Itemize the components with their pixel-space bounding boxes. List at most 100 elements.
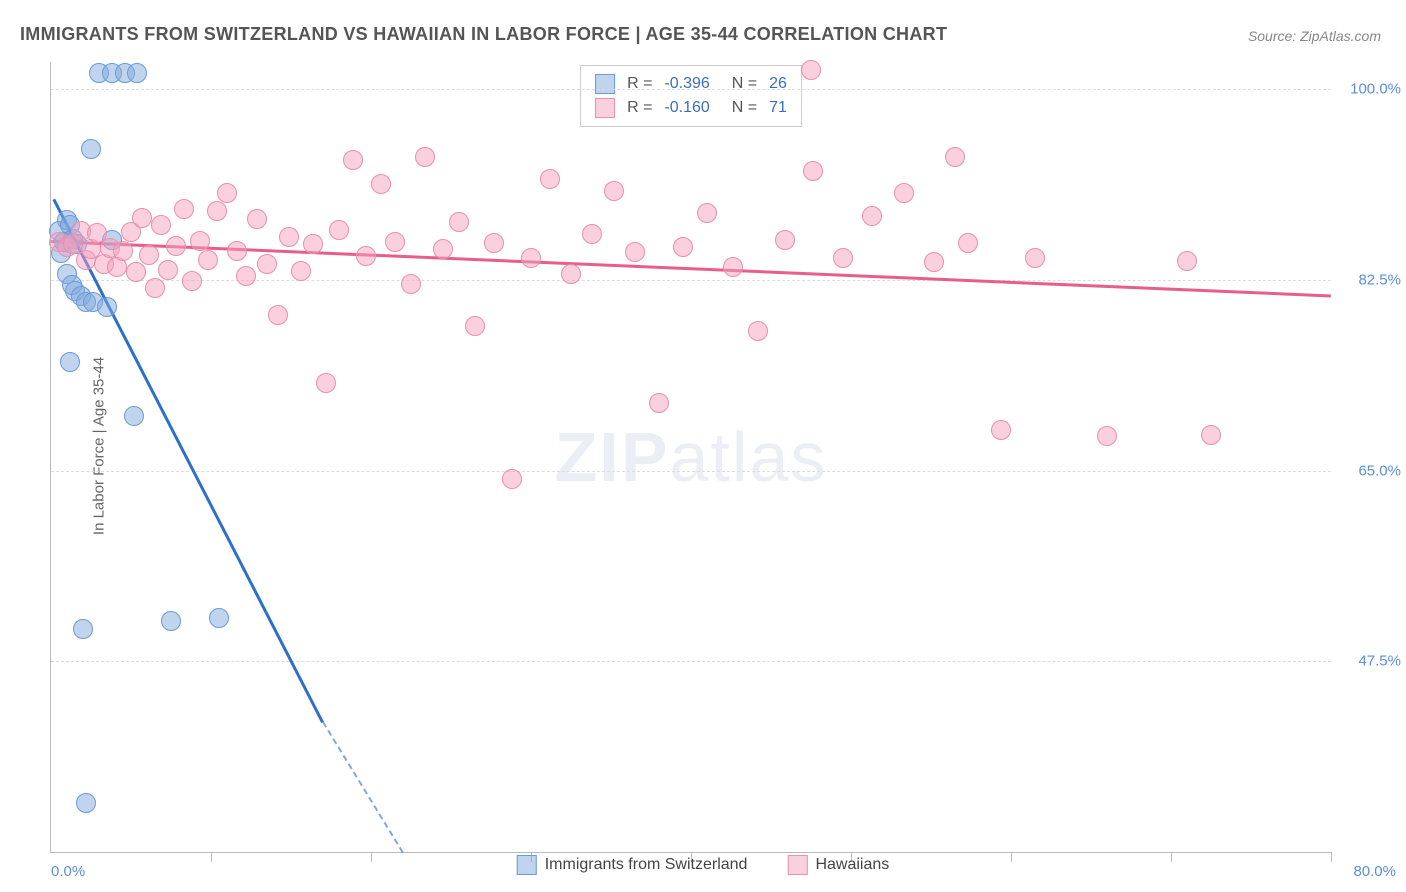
data-point	[371, 174, 391, 194]
swatch-blue	[595, 74, 615, 94]
gridline-h	[51, 661, 1331, 662]
data-point	[465, 316, 485, 336]
legend-label-hawaiian: Hawaiians	[815, 856, 889, 874]
data-point	[303, 234, 323, 254]
data-point	[158, 260, 178, 280]
data-point	[124, 406, 144, 426]
legend-item-hawaiian: Hawaiians	[787, 855, 889, 875]
y-tick-label: 47.5%	[1358, 653, 1401, 670]
data-point	[1097, 426, 1117, 446]
data-point	[139, 245, 159, 265]
data-point	[182, 271, 202, 291]
plot-area: ZIPatlas R = -0.396 N = 26 R = -0.160 N …	[50, 62, 1331, 853]
gridline-h	[51, 471, 1331, 472]
watermark-zip: ZIP	[555, 418, 670, 496]
data-point	[166, 236, 186, 256]
data-point	[958, 233, 978, 253]
data-point	[227, 241, 247, 261]
data-point	[945, 147, 965, 167]
data-point	[604, 181, 624, 201]
data-point	[126, 262, 146, 282]
data-point	[401, 274, 421, 294]
data-point	[1177, 251, 1197, 271]
data-point	[991, 420, 1011, 440]
x-tick	[1171, 852, 1172, 862]
swatch-blue	[517, 855, 537, 875]
swatch-pink	[787, 855, 807, 875]
data-point	[151, 215, 171, 235]
n-label: N =	[732, 96, 757, 120]
data-point	[127, 63, 147, 83]
data-point	[190, 231, 210, 251]
data-point	[894, 183, 914, 203]
source-text: Source: ZipAtlas.com	[1248, 28, 1381, 44]
r-value-2: -0.160	[664, 96, 709, 120]
n-label: N =	[732, 72, 757, 96]
series-legend: Immigrants from Switzerland Hawaiians	[517, 855, 890, 875]
y-tick-label: 100.0%	[1350, 81, 1401, 98]
data-point	[1025, 248, 1045, 268]
watermark: ZIPatlas	[555, 417, 828, 497]
correlation-legend: R = -0.396 N = 26 R = -0.160 N = 71	[580, 65, 802, 127]
swatch-pink	[595, 98, 615, 118]
data-point	[329, 220, 349, 240]
data-point	[145, 278, 165, 298]
data-point	[343, 150, 363, 170]
data-point	[924, 252, 944, 272]
data-point	[247, 209, 267, 229]
data-point	[209, 608, 229, 628]
data-point	[673, 237, 693, 257]
data-point	[113, 241, 133, 261]
data-point	[97, 297, 117, 317]
data-point	[73, 619, 93, 639]
chart-title: IMMIGRANTS FROM SWITZERLAND VS HAWAIIAN …	[20, 24, 947, 45]
r-label: R =	[627, 96, 652, 120]
data-point	[236, 266, 256, 286]
data-point	[484, 233, 504, 253]
y-tick-label: 82.5%	[1358, 271, 1401, 288]
correlation-row-1: R = -0.396 N = 26	[595, 72, 787, 96]
data-point	[862, 206, 882, 226]
legend-label-swiss: Immigrants from Switzerland	[545, 856, 748, 874]
legend-item-swiss: Immigrants from Switzerland	[517, 855, 748, 875]
data-point	[582, 224, 602, 244]
trend-line-extension	[322, 722, 404, 854]
x-tick	[1331, 852, 1332, 862]
data-point	[521, 248, 541, 268]
correlation-row-2: R = -0.160 N = 71	[595, 96, 787, 120]
data-point	[415, 147, 435, 167]
data-point	[748, 321, 768, 341]
data-point	[217, 183, 237, 203]
data-point	[1201, 425, 1221, 445]
data-point	[449, 212, 469, 232]
r-label: R =	[627, 72, 652, 96]
data-point	[198, 250, 218, 270]
data-point	[257, 254, 277, 274]
n-value-1: 26	[769, 72, 787, 96]
data-point	[291, 261, 311, 281]
data-point	[76, 793, 96, 813]
x-tick	[1011, 852, 1012, 862]
chart-container: IMMIGRANTS FROM SWITZERLAND VS HAWAIIAN …	[0, 0, 1406, 892]
data-point	[316, 373, 336, 393]
x-tick	[211, 852, 212, 862]
data-point	[540, 169, 560, 189]
data-point	[625, 242, 645, 262]
data-point	[174, 199, 194, 219]
data-point	[268, 305, 288, 325]
data-point	[649, 393, 669, 413]
data-point	[697, 203, 717, 223]
data-point	[161, 611, 181, 631]
data-point	[207, 201, 227, 221]
data-point	[279, 227, 299, 247]
watermark-atlas: atlas	[670, 418, 828, 496]
x-tick	[371, 852, 372, 862]
data-point	[385, 232, 405, 252]
y-tick-label: 65.0%	[1358, 462, 1401, 479]
gridline-h	[51, 89, 1331, 90]
data-point	[561, 264, 581, 284]
data-point	[81, 139, 101, 159]
data-point	[60, 352, 80, 372]
data-point	[833, 248, 853, 268]
r-value-1: -0.396	[664, 72, 709, 96]
